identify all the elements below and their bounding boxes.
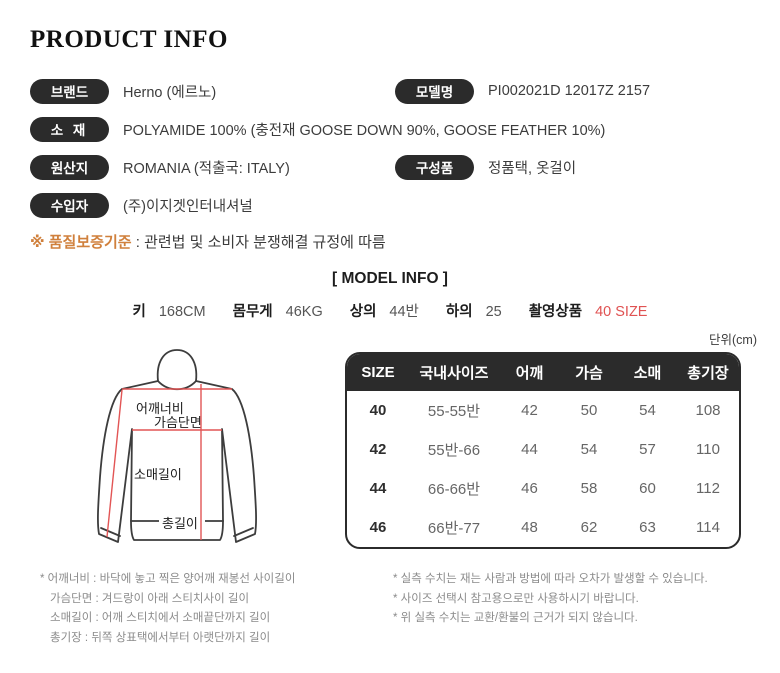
- cell-length: 114: [696, 519, 720, 536]
- cell-size: 46: [369, 519, 387, 536]
- diagram-sleeve-label: 소매길이: [134, 467, 182, 482]
- cell-chest: 50: [580, 402, 598, 419]
- stat-top-size-value: 44반: [389, 304, 419, 320]
- col-header-shoulder: 어깨: [499, 354, 560, 391]
- col-header-length: 총기장: [677, 354, 739, 391]
- cell-length: 108: [695, 402, 721, 419]
- model-name-value: PI002021D 12017Z 2157: [488, 83, 651, 99]
- material-value: POLYAMIDE 100% (충전재 GOOSE DOWN 90%, GOOS…: [123, 122, 606, 139]
- stat-top-size-label: 상의: [349, 304, 377, 320]
- col-header-size: SIZE: [347, 354, 409, 391]
- cell-chest: 58: [580, 480, 598, 497]
- footnote-line: * 사이즈 선택시 참고용으로만 사용하시기 바랍니다.: [393, 592, 639, 605]
- cell-shoulder: 42: [521, 402, 538, 419]
- stat-weight-value: 46KG: [285, 304, 323, 320]
- sweater-outline: [97, 349, 257, 543]
- warranty-text: : 관련법 및 소비자 분쟁해결 규정에 따름: [131, 234, 386, 251]
- origin-row: 원산지 ROMANIA (적출국: ITALY): [30, 154, 290, 180]
- stat-bottom-size-value: 25: [485, 304, 502, 320]
- stat-height: 키 168CM: [133, 300, 206, 321]
- page-title: PRODUCT INFO: [30, 26, 228, 53]
- stat-weight: 몸무게 46KG: [233, 300, 323, 321]
- cell-domestic: 66-66반: [427, 481, 481, 498]
- brand-row: 브랜드 Herno (에르노): [30, 78, 216, 104]
- stat-worn-size: 촬영상품 40 SIZE: [529, 300, 648, 321]
- cell-chest: 62: [580, 519, 598, 536]
- cell-sleeve: 54: [639, 402, 656, 419]
- col-header-sleeve: 소매: [618, 354, 677, 391]
- stat-worn-size-label: 촬영상품: [528, 304, 583, 320]
- origin-value: ROMANIA (적출국: ITALY): [123, 160, 290, 177]
- cell-size: 42: [369, 441, 387, 458]
- cell-sleeve: 57: [639, 441, 656, 458]
- disclaimer-footnotes: * 실측 수치는 재는 사람과 방법에 따라 오차가 발생할 수 있습니다. *…: [393, 570, 708, 629]
- footnote-line: 총기장 : 뒤쪽 상표택에서부터 아랫단까지 길이: [50, 631, 271, 644]
- cell-length: 112: [696, 480, 720, 497]
- model-name-badge: 모델명: [395, 78, 474, 104]
- warranty-line: ※ 품질보증기준 : 관련법 및 소비자 분쟁해결 규정에 따름: [30, 231, 386, 252]
- cell-shoulder: 46: [521, 480, 538, 497]
- unit-note: 단위(cm): [709, 333, 757, 347]
- measure-lines: [106, 384, 232, 540]
- cell-shoulder: 48: [521, 519, 538, 536]
- cell-size: 40: [369, 402, 387, 419]
- cell-domestic: 55-55반: [427, 403, 481, 420]
- diagram-chest-label: 가슴단면: [154, 415, 202, 430]
- cell-domestic: 66반-77: [427, 520, 481, 537]
- stat-height-label: 키: [132, 304, 146, 320]
- footnote-line: 소매길이 : 어깨 스티치에서 소매끝단까지 길이: [50, 612, 271, 624]
- importer-value: (주)이지겟인터내셔널: [123, 198, 253, 215]
- footnote-line: * 위 실측 수치는 교환/환불의 근거가 되지 않습니다.: [393, 612, 638, 624]
- stat-bottom-size: 하의 25: [446, 300, 502, 321]
- stat-top-size: 상의 44반: [350, 300, 419, 321]
- cell-chest: 54: [580, 441, 598, 458]
- warranty-label: ※ 품질보증기준: [30, 234, 132, 251]
- size-table: SIZE 국내사이즈 어깨 가슴 소매 총기장 40 55-55반 42 50 …: [345, 352, 741, 549]
- measure-footnotes: * 어깨너비 : 바닥에 놓고 찍은 양어깨 재봉선 사이길이 가슴단면 : 겨…: [40, 570, 295, 648]
- diagram-length-label: 총길이: [162, 516, 198, 531]
- footnote-line: * 실측 수치는 재는 사람과 방법에 따라 오차가 발생할 수 있습니다.: [393, 573, 708, 585]
- origin-badge: 원산지: [30, 154, 109, 180]
- brand-value: Herno (에르노): [123, 84, 217, 101]
- model-info-heading: [ MODEL INFO ]: [332, 270, 448, 287]
- components-badge: 구성품: [395, 154, 474, 180]
- components-row: 구성품 정품택, 옷걸이: [395, 154, 576, 180]
- importer-row: 수입자 (주)이지겟인터내셔널: [30, 192, 253, 218]
- table-row: 40 55-55반 42 50 54 108: [347, 391, 739, 430]
- cell-shoulder: 44: [521, 441, 538, 458]
- cell-length: 110: [696, 441, 720, 458]
- diagram-shoulder-label: 어깨너비: [136, 401, 184, 416]
- importer-badge: 수입자: [30, 192, 109, 218]
- stat-worn-size-value: 40 SIZE: [595, 304, 648, 320]
- label-backing: [159, 515, 205, 531]
- material-badge: 소 재: [30, 116, 109, 142]
- model-stats-row: 키 168CM 몸무게 46KG 상의 44반 하의 25 촬영상품 40 SI…: [0, 300, 780, 321]
- footnote-line: 가슴단면 : 겨드랑이 아래 스티치사이 길이: [50, 592, 250, 605]
- col-header-chest: 가슴: [560, 354, 618, 391]
- stat-weight-label: 몸무게: [232, 304, 273, 320]
- stat-bottom-size-label: 하의: [445, 304, 473, 320]
- cell-sleeve: 63: [639, 519, 656, 536]
- cell-domestic: 55반-66: [427, 442, 481, 459]
- footnote-line: * 어깨너비 : 바닥에 놓고 찍은 양어깨 재봉선 사이길이: [40, 573, 296, 585]
- table-row: 42 55반-66 44 54 57 110: [347, 430, 739, 469]
- table-row: 44 66-66반 46 58 60 112: [347, 469, 739, 508]
- table-row: 46 66반-77 48 62 63 114: [347, 508, 739, 547]
- size-table-header-row: SIZE 국내사이즈 어깨 가슴 소매 총기장: [347, 354, 739, 391]
- model-name-row: 모델명 PI002021D 12017Z 2157: [395, 78, 650, 104]
- cell-sleeve: 60: [639, 480, 656, 497]
- sweater-measure-diagram: 어깨너비 가슴단면 소매길이 총길이: [97, 349, 257, 543]
- col-header-domestic-size: 국내사이즈: [409, 354, 499, 391]
- material-row: 소 재 POLYAMIDE 100% (충전재 GOOSE DOWN 90%, …: [30, 116, 605, 142]
- components-value: 정품택, 옷걸이: [488, 160, 577, 177]
- cell-size: 44: [369, 480, 387, 497]
- stat-height-value: 168CM: [158, 304, 206, 320]
- brand-badge: 브랜드: [30, 78, 109, 104]
